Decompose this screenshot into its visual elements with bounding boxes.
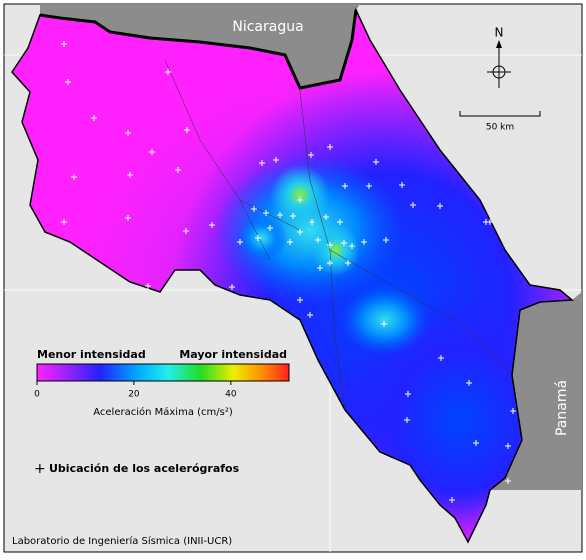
station-marker	[259, 160, 265, 166]
station-marker	[345, 260, 351, 266]
station-marker	[61, 219, 67, 225]
station-marker	[91, 115, 97, 121]
scale-bar	[459, 111, 541, 117]
station-marker	[61, 41, 67, 47]
colorbar-title: Aceleración Máxima (cm/s²)	[93, 406, 233, 418]
station-marker	[277, 212, 283, 218]
station-marker	[65, 79, 71, 85]
colorbar-low-label: Menor intensidad	[37, 348, 146, 361]
colorbar	[36, 363, 290, 382]
station-marker	[337, 219, 343, 225]
station-marker	[437, 203, 443, 209]
station-marker	[341, 240, 347, 246]
station-marker	[175, 167, 181, 173]
station-marker	[127, 172, 133, 178]
station-marker	[361, 239, 367, 245]
station-marker	[327, 144, 333, 150]
compass: N	[487, 26, 511, 88]
station-marker	[297, 197, 303, 203]
station-marker	[410, 202, 416, 208]
station-marker	[327, 260, 333, 266]
country-label: Nicaragua	[232, 19, 303, 35]
station-marker	[267, 225, 273, 231]
station-marker	[510, 408, 516, 414]
station-marker	[438, 355, 444, 361]
colorbar-tick-label: 0	[34, 390, 40, 400]
station-marker	[327, 242, 333, 248]
station-marker	[373, 159, 379, 165]
nicaragua-land	[40, 4, 360, 88]
station-marker	[287, 239, 293, 245]
station-marker	[399, 182, 405, 188]
station-marker	[323, 214, 329, 220]
station-marker	[449, 497, 455, 503]
station-marker	[349, 243, 355, 249]
compass-label: N	[495, 26, 504, 40]
station-marker	[505, 478, 511, 484]
station-marker	[125, 130, 131, 136]
station-marker	[405, 391, 411, 397]
colorbar-ticks: 0 20 40	[34, 381, 237, 400]
station-marker	[229, 284, 235, 290]
border-nicaragua	[39, 9, 358, 90]
station-marker	[487, 219, 493, 225]
station-marker	[165, 69, 171, 75]
station-marker	[505, 443, 511, 449]
station-marker	[263, 210, 269, 216]
station-marker	[145, 283, 151, 289]
station-marker	[251, 206, 257, 212]
station-marker	[273, 157, 279, 163]
stations	[61, 41, 516, 503]
station-marker	[71, 174, 77, 180]
colorbar-tick-label: 40	[225, 390, 237, 400]
panama-land	[490, 292, 582, 490]
station-marker	[237, 239, 243, 245]
legend-label: Ubicación de los acelerógrafos	[49, 462, 240, 475]
station-marker	[149, 149, 155, 155]
station-marker	[297, 229, 303, 235]
station-marker	[184, 127, 190, 133]
station-marker	[209, 222, 215, 228]
footer: Laboratorio de Ingeniería Sísmica (INII-…	[12, 535, 232, 547]
station-marker	[381, 321, 387, 327]
station-marker	[307, 312, 313, 318]
station-marker	[183, 228, 189, 234]
station-marker	[317, 265, 323, 271]
legend-symbol: +	[34, 461, 46, 477]
country-label: Panamá	[554, 380, 570, 436]
colorbar-high-label: Mayor intensidad	[179, 348, 287, 361]
station-marker	[404, 417, 410, 423]
station-marker	[308, 152, 314, 158]
station-marker	[315, 237, 321, 243]
scale-label: 50 km	[486, 123, 514, 133]
station-marker	[125, 215, 131, 221]
station-marker	[309, 219, 315, 225]
station-marker	[366, 183, 372, 189]
station-marker	[290, 213, 296, 219]
province-lines	[164, 59, 513, 411]
station-marker	[473, 440, 479, 446]
station-marker	[342, 183, 348, 189]
station-marker	[297, 297, 303, 303]
station-marker	[255, 235, 261, 241]
station-marker	[466, 380, 472, 386]
colorbar-tick-label: 20	[128, 390, 140, 400]
station-marker	[383, 237, 389, 243]
